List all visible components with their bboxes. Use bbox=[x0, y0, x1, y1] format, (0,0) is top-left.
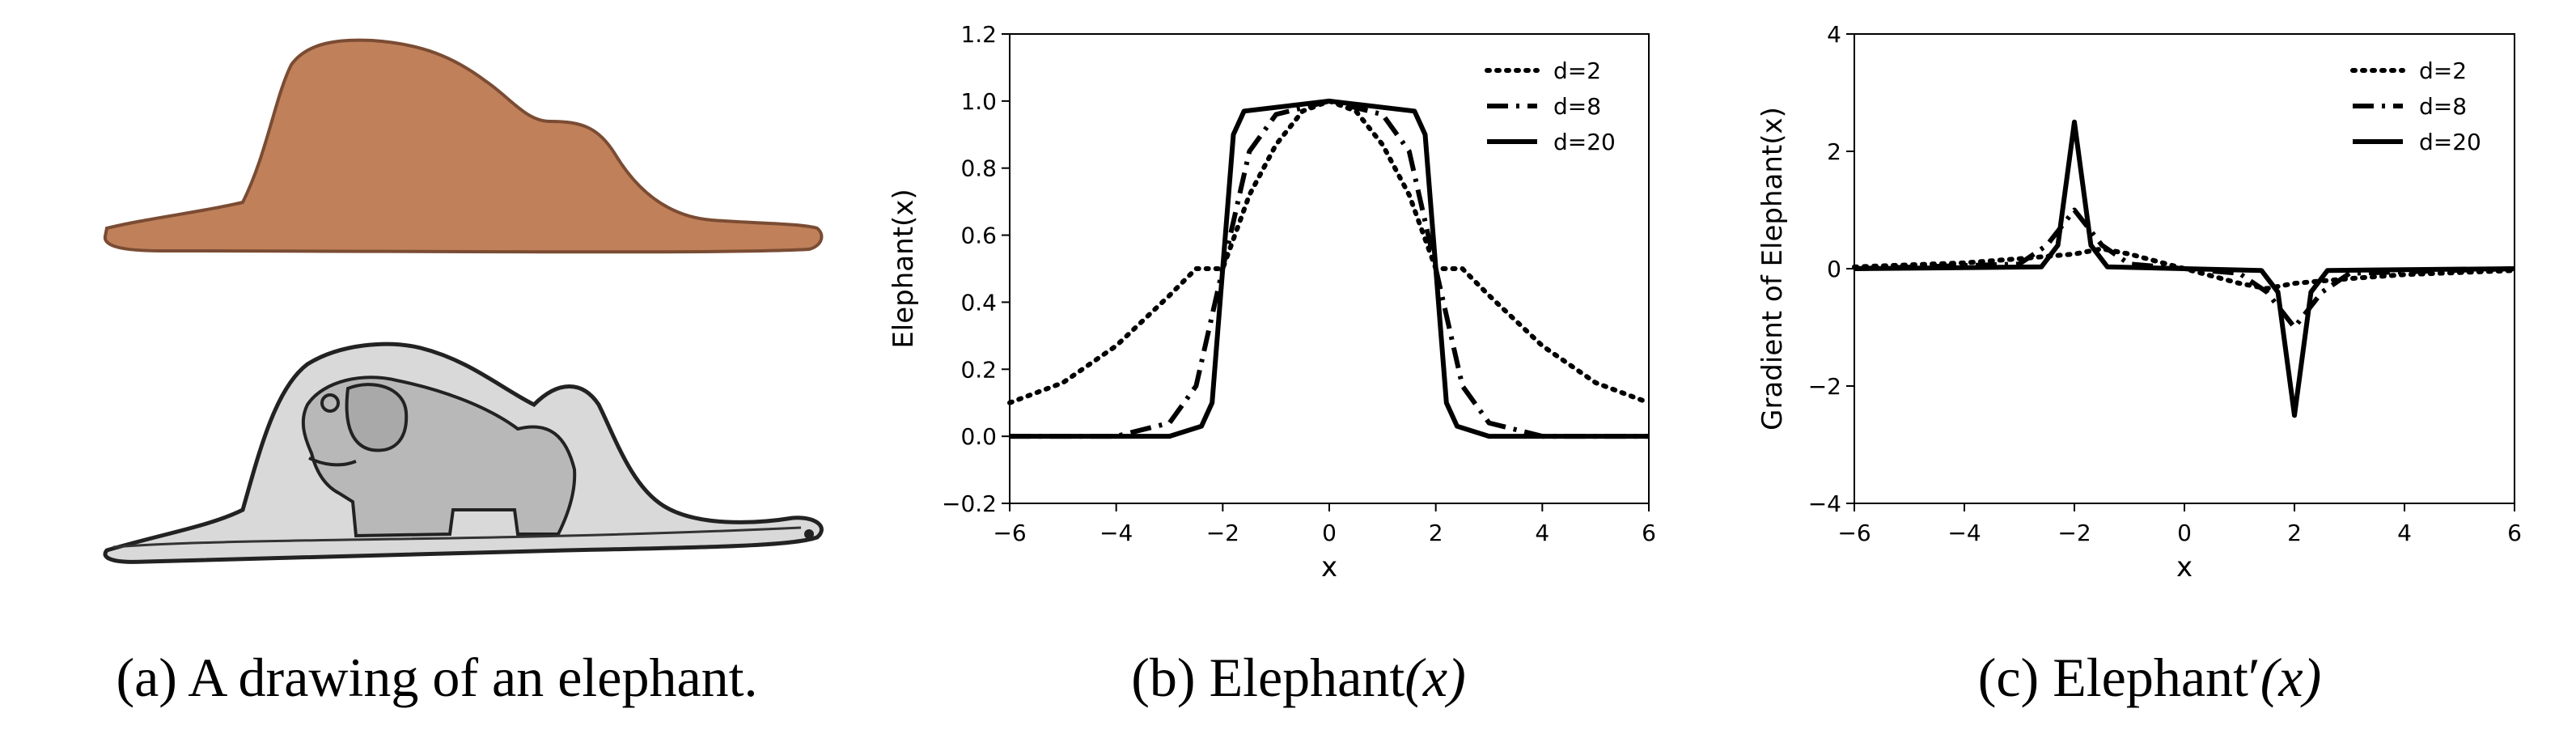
x-tick-label: 6 bbox=[2507, 520, 2522, 546]
y-tick-label: 2 bbox=[1827, 138, 1841, 165]
elephant-gradient-chart: −6 −4 −2 0 2 4 6 −4 −2 0 2 4 x Gradient of Elephant(x… bbox=[1756, 21, 2522, 583]
caption-b-text: Elephant bbox=[1209, 647, 1405, 708]
x-tick-label: 4 bbox=[2397, 520, 2412, 546]
caption-c: (c) Elephant′(x) bbox=[1723, 646, 2576, 710]
elephant-tusk bbox=[308, 456, 357, 467]
panel-a: (a) A drawing of an elephant. bbox=[0, 0, 874, 751]
y-tick-label: 0 bbox=[1827, 256, 1841, 282]
x-tick-label: 2 bbox=[2287, 520, 2302, 546]
y-tick-label: −4 bbox=[1808, 490, 1841, 517]
elephant-ear bbox=[345, 383, 409, 452]
legend-label-d=20: d=20 bbox=[2419, 129, 2481, 155]
y-tick-label: 0.4 bbox=[960, 289, 997, 316]
y-tick-label: 0.8 bbox=[960, 155, 997, 182]
x-tick-label: 6 bbox=[1642, 520, 1656, 546]
y-axis-label: Gradient of Elephant(x) bbox=[1756, 107, 1789, 431]
x-tick-label: 4 bbox=[1535, 520, 1549, 546]
x-tick-label: −2 bbox=[1206, 520, 1239, 546]
x-tick-label: −2 bbox=[2057, 520, 2091, 546]
y-axis-label: Elephant(x) bbox=[888, 189, 920, 348]
caption-b-prefix: (b) bbox=[1131, 647, 1196, 708]
y-tick-label: −0.2 bbox=[942, 490, 997, 517]
y-tick-label: 1.0 bbox=[960, 88, 997, 115]
series-line-d=8 bbox=[1010, 98, 1649, 439]
y-tick-label: 4 bbox=[1827, 21, 1841, 48]
x-axis-label: x bbox=[2176, 551, 2193, 583]
elephant-eye bbox=[320, 393, 340, 413]
legend: d=2 d=8 d=20 bbox=[2350, 57, 2481, 155]
x-tick-label: −4 bbox=[1099, 520, 1133, 546]
panel-c: −6 −4 −2 0 2 4 6 −4 −2 0 2 4 x Gradient of Elephant(x… bbox=[1723, 0, 2576, 751]
y-tick-label: 0.6 bbox=[960, 223, 997, 249]
x-axis-label: x bbox=[1321, 551, 1337, 583]
caption-c-text: Elephant′ bbox=[2053, 647, 2260, 708]
legend-label-d=8: d=8 bbox=[2419, 93, 2467, 120]
x-tick-label: −6 bbox=[1837, 520, 1871, 546]
elephant-drawing-figure bbox=[103, 38, 824, 564]
elephant-in-boa-drawing bbox=[103, 342, 824, 564]
legend: d=2 d=8 d=20 bbox=[1485, 57, 1616, 155]
caption-c-prefix: (c) bbox=[1977, 647, 2040, 708]
panel-b: −6 −4 −2 0 2 4 6 −0.2 0.0 0.2 0.4 0.6 0.8 1.0 1.2 x Elep… bbox=[874, 0, 1723, 751]
series-line-d=20 bbox=[1854, 119, 2515, 418]
y-tick-label: 0.0 bbox=[960, 423, 997, 450]
boa-eye bbox=[804, 529, 814, 539]
legend-label-d=2: d=2 bbox=[2419, 57, 2467, 84]
x-tick-label: −4 bbox=[1947, 520, 1981, 546]
x-tick-label: 0 bbox=[2177, 520, 2192, 546]
legend-label-d=20: d=20 bbox=[1553, 129, 1616, 155]
legend-label-d=2: d=2 bbox=[1553, 57, 1601, 84]
caption-a-prefix: (a) bbox=[116, 647, 177, 708]
caption-b-math: (x) bbox=[1405, 647, 1466, 708]
x-tick-label: 0 bbox=[1322, 520, 1337, 546]
x-tick-label: 2 bbox=[1429, 520, 1443, 546]
y-tick-label: 0.2 bbox=[960, 356, 997, 383]
series-line-d=20 bbox=[1010, 98, 1649, 439]
elephant-chart: −6 −4 −2 0 2 4 6 −0.2 0.0 0.2 0.4 0.6 0.8 1.0 1.2 x Elep… bbox=[888, 21, 1656, 583]
caption-a-text: A drawing of an elephant. bbox=[188, 647, 758, 708]
caption-c-math: (x) bbox=[2260, 647, 2322, 708]
boa-tail-line bbox=[112, 526, 802, 549]
legend-label-d=8: d=8 bbox=[1553, 93, 1601, 120]
x-tick-label: −6 bbox=[993, 520, 1026, 546]
caption-b: (b) Elephant(x) bbox=[874, 646, 1723, 710]
y-tick-label: −2 bbox=[1808, 373, 1841, 400]
caption-a: (a) A drawing of an elephant. bbox=[0, 646, 874, 710]
boa-hat-shape bbox=[103, 38, 824, 254]
boa-hat-drawing bbox=[103, 38, 824, 254]
y-tick-label: 1.2 bbox=[960, 21, 997, 48]
